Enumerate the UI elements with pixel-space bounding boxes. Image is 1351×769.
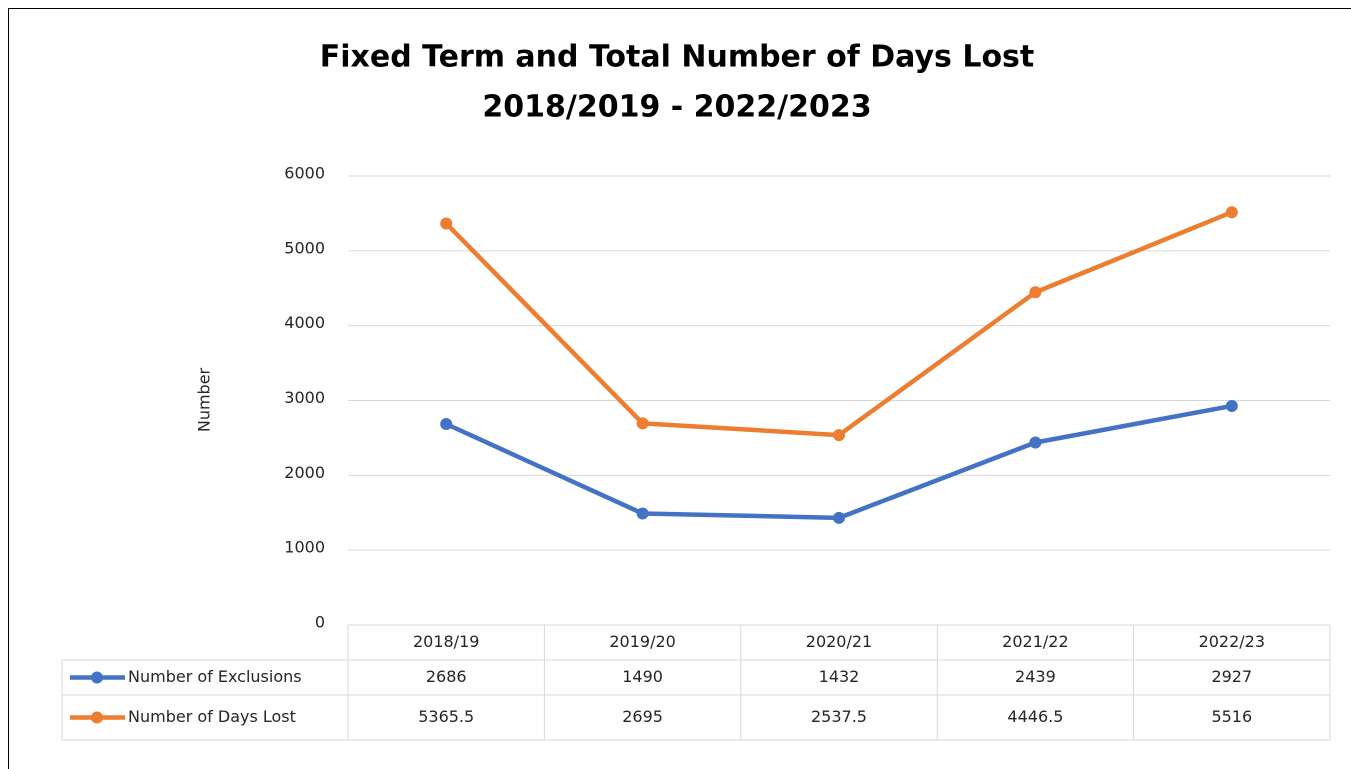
series-marker [1225,399,1238,412]
table-value: 2537.5 [811,707,867,726]
series-marker [1029,436,1042,449]
y-tick-label: 5000 [284,238,325,257]
y-tick-label: 1000 [284,538,325,557]
chart-title: Fixed Term and Total Number of Days Lost [320,40,1035,75]
table-value: 5516 [1211,707,1252,726]
x-tick-label: 2021/22 [1002,632,1068,651]
x-tick-label: 2019/20 [609,632,675,651]
y-tick-label: 3000 [284,388,325,407]
x-tick-label: 2020/21 [806,632,872,651]
series-marker [1225,206,1238,219]
table-value: 5365.5 [418,707,474,726]
table-value: 1490 [622,667,663,686]
y-tick-label: 6000 [284,164,325,183]
y-tick-label: 2000 [284,463,325,482]
y-tick-label: 0 [315,613,325,632]
series-marker [636,507,649,520]
y-axis-label: Number [195,367,214,432]
legend-marker [91,711,103,724]
x-tick-label: 2022/23 [1199,632,1265,651]
series-marker [440,217,453,230]
legend-label: Number of Exclusions [128,667,302,686]
table-value: 2686 [426,667,467,686]
chart-subtitle: 2018/2019 - 2022/2023 [482,90,871,125]
series-marker [636,417,649,430]
series-marker [440,417,453,430]
series-marker [833,429,845,442]
table-value: 1432 [819,667,860,686]
table-value: 2927 [1211,667,1252,686]
table-value: 2695 [622,707,663,726]
x-tick-label: 2018/19 [413,632,479,651]
series-marker [1029,286,1042,299]
series-line [445,403,1233,521]
series-marker [833,511,845,524]
table-value: 2439 [1015,667,1056,686]
chart-border [8,8,1351,769]
legend-label: Number of Days Lost [128,707,296,726]
table-value: 4446.5 [1007,707,1063,726]
y-tick-label: 4000 [284,313,325,332]
series-line [444,210,1233,438]
legend-marker [91,671,103,684]
